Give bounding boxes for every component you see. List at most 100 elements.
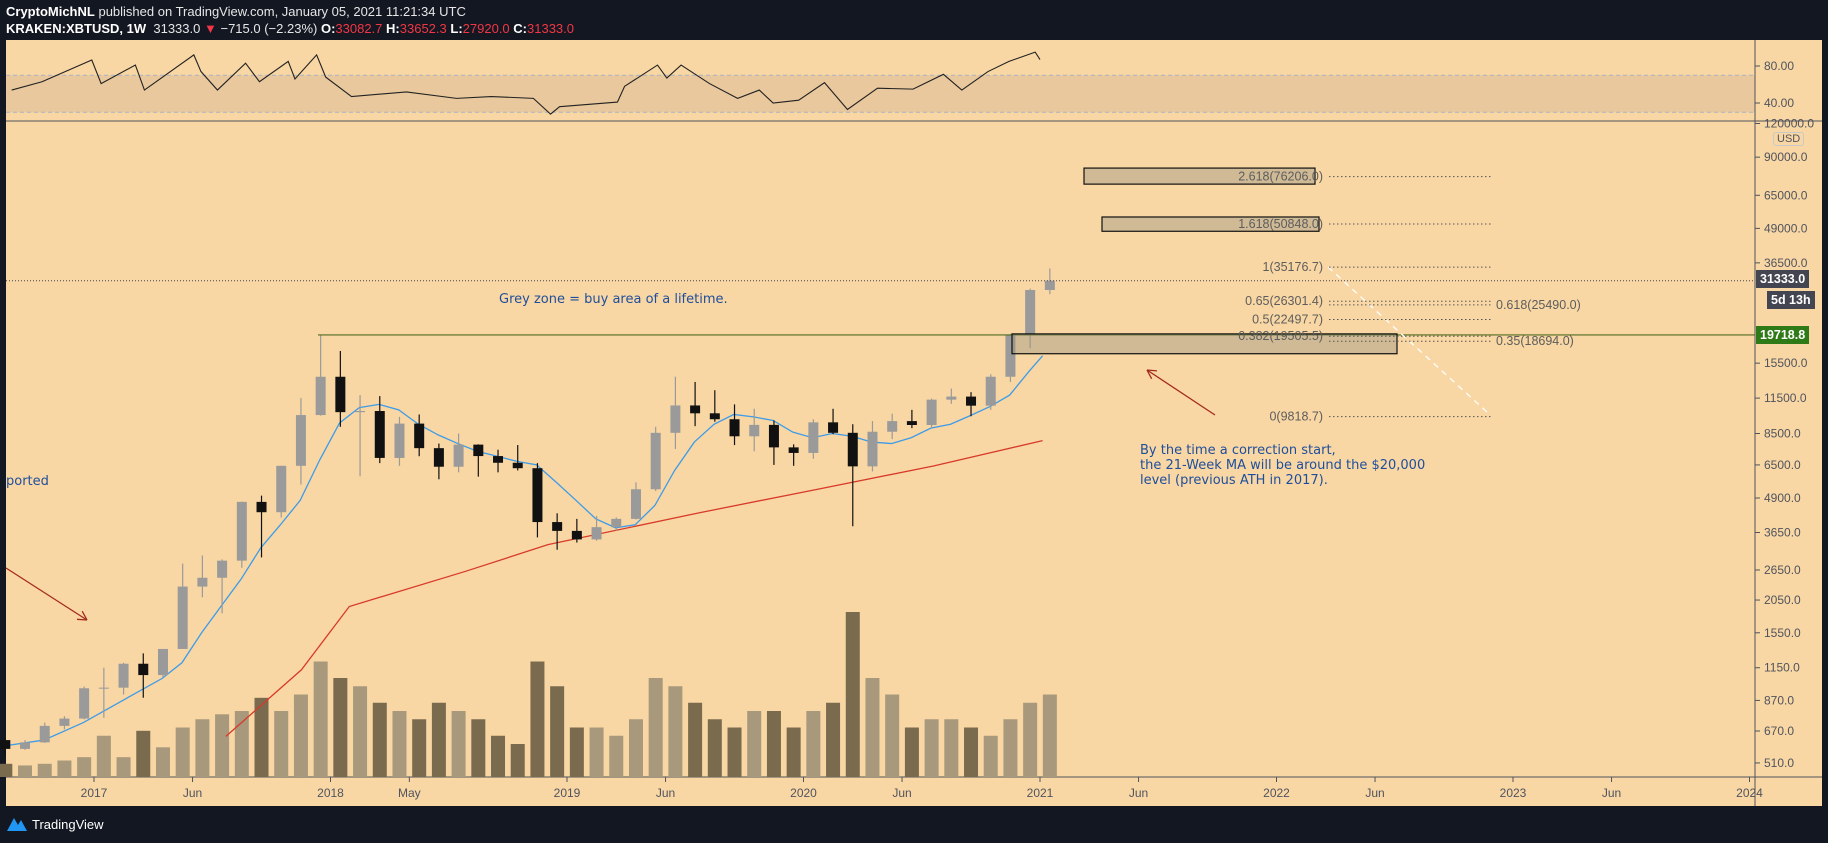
- price-tick-label: 870.0: [1764, 693, 1794, 707]
- candle: [709, 390, 720, 422]
- currency-label[interactable]: USD: [1773, 132, 1805, 146]
- fib-level-label: 0.35(18694.0): [1496, 334, 1574, 348]
- candle-body: [828, 422, 839, 433]
- candle: [768, 420, 779, 465]
- price-tick-label: 670.0: [1764, 724, 1794, 738]
- candle: [847, 424, 858, 527]
- candle-body: [867, 431, 878, 467]
- volume-bar: [18, 765, 33, 777]
- candle: [828, 408, 839, 435]
- correction-note-line: By the time a correction start,: [1140, 443, 1336, 458]
- grey-zone-note[interactable]: Grey zone = buy area of a lifetime.: [499, 292, 728, 307]
- candle-body: [887, 421, 898, 432]
- fib-extension[interactable]: 2.618(76206.0) 1.618(50848.0) 1(35176.7) 0.…: [1011, 167, 1581, 424]
- volume-bar: [77, 757, 92, 777]
- volume-bar: [392, 711, 407, 777]
- volume-bar: [234, 711, 249, 777]
- price-tick-label: 2050.0: [1764, 593, 1801, 607]
- arrow-icon-head: [81, 610, 88, 621]
- price-axis[interactable]: 120000.0 90000.0 65000.0 49000.0 36500.0 1550…: [1755, 116, 1814, 770]
- candle-body: [177, 586, 188, 649]
- volume-bar: [195, 719, 210, 777]
- volume-bar: [826, 702, 841, 777]
- volume-bar: [510, 744, 525, 777]
- candle: [867, 421, 878, 472]
- rsi-pane[interactable]: 80.00 40.00: [6, 51, 1794, 115]
- price-tick-label: 11500.0: [1764, 391, 1807, 405]
- volume-bar: [964, 727, 979, 777]
- candle: [315, 335, 326, 416]
- volume-bar: [0, 763, 13, 777]
- candle-body: [729, 419, 740, 437]
- candle: [946, 388, 957, 404]
- high-value: 33652.3: [399, 21, 447, 36]
- volume-bar: [885, 694, 900, 777]
- volume-bar: [412, 719, 427, 777]
- time-tick-label: Jun: [183, 786, 202, 800]
- author-name[interactable]: CryptoMichNL: [6, 4, 95, 19]
- candle-body: [571, 530, 582, 540]
- candle-body: [847, 432, 858, 467]
- candle-body: [355, 411, 366, 413]
- candle: [355, 395, 366, 477]
- price-tick-label: 3650.0: [1764, 525, 1801, 539]
- volume-bar: [589, 727, 604, 777]
- candle-body: [1025, 289, 1036, 336]
- volume-bar: [372, 702, 387, 777]
- rsi-tick-label: 40.00: [1764, 96, 1794, 110]
- price-tick-label: 15500.0: [1764, 356, 1808, 370]
- volume-bar: [550, 686, 565, 777]
- rsi-line: [11, 51, 1041, 115]
- time-axis[interactable]: 2017 Jun 2018 May 2019 Jun 2020 Jun 2021 Jun 2022 J…: [81, 777, 1764, 800]
- ma200-line: [225, 439, 1043, 737]
- volume-bar: [668, 686, 683, 777]
- candle-body: [788, 447, 799, 453]
- fib-level-label: 0.65(26301.4): [1245, 294, 1323, 308]
- volume-bars: [0, 612, 1057, 777]
- time-tick-label: 2019: [554, 786, 581, 800]
- arrow-icon: [1146, 369, 1216, 416]
- fib-level-label: 0.5(22497.7): [1252, 313, 1323, 327]
- volume-bar: [609, 735, 624, 777]
- candle: [0, 738, 11, 757]
- close-label: C:: [513, 21, 528, 36]
- symbol-legend: KRAKEN:XBTUSD, 1W 31333.0 ▼ −715.0 (−2.2…: [6, 21, 574, 36]
- candle-body: [433, 448, 444, 467]
- symbol-name: KRAKEN:XBTUSD, 1W: [6, 21, 147, 36]
- correction-note[interactable]: By the time a correction start, the 21-W…: [1140, 443, 1425, 488]
- grey-zone-box: [1011, 333, 1398, 355]
- moving-averages: [4, 355, 1044, 747]
- candle-body: [690, 405, 701, 414]
- correction-note-line: level (previous ATH in 2017).: [1140, 473, 1328, 488]
- volume-bar: [983, 735, 998, 777]
- time-tick-label: Jun: [1365, 786, 1384, 800]
- candle: [79, 686, 90, 720]
- candle-body: [906, 421, 917, 425]
- time-tick-label: 2022: [1263, 786, 1290, 800]
- candle: [256, 495, 267, 558]
- price-tick-label: 6500.0: [1764, 458, 1801, 472]
- volume-bar: [136, 730, 151, 777]
- candle: [98, 667, 109, 718]
- price-change: −715.0 (−2.23%): [220, 21, 318, 36]
- candle: [1025, 288, 1036, 349]
- candle-body: [20, 742, 31, 749]
- rsi-band: [6, 75, 1755, 113]
- candle: [729, 404, 740, 446]
- time-tick-label: 2018: [317, 786, 344, 800]
- tradingview-logo-icon: [7, 818, 27, 831]
- candle-body: [276, 465, 287, 513]
- price-tick-label: 36500.0: [1764, 256, 1808, 270]
- tradingview-logo[interactable]: TradingView: [6, 816, 104, 832]
- time-tick-label: 2017: [81, 786, 108, 800]
- candle: [591, 516, 602, 541]
- price-tick-label: 2650.0: [1764, 563, 1801, 577]
- price-tick-label: 1550.0: [1764, 626, 1801, 640]
- fib-level-label: 1(35176.7): [1263, 260, 1323, 274]
- time-tick-label: 2020: [790, 786, 817, 800]
- volume-bar: [451, 711, 466, 777]
- cut-off-note[interactable]: ported: [6, 474, 49, 489]
- drawings[interactable]: [5, 266, 1755, 621]
- trend-dashed-line: [1327, 266, 1488, 413]
